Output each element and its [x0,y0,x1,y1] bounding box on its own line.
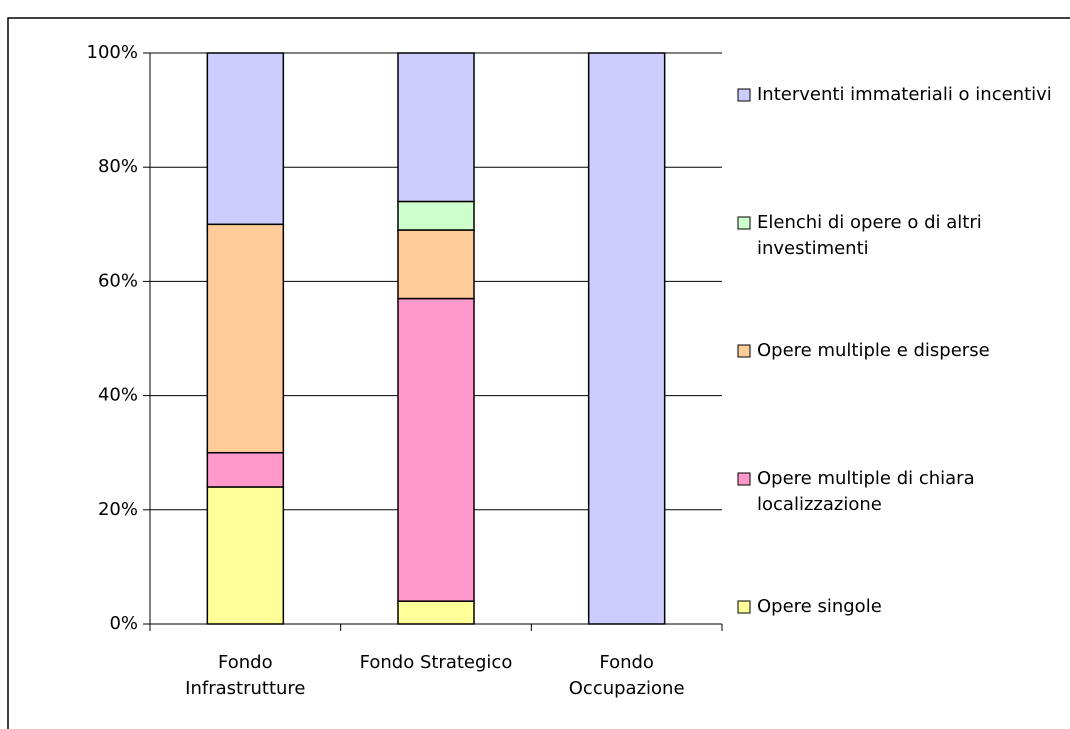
legend-swatch [737,216,751,230]
chart-frame [7,17,1070,729]
legend-swatch [737,472,751,486]
legend-swatch [737,88,751,102]
bar-segment [206,486,285,625]
legend-label: Opere multiple e disperse [757,340,990,361]
bar-segment [397,600,475,625]
y-tick-label: 80% [98,156,138,177]
y-tick-label: 100% [87,42,138,63]
bar-segment [397,52,475,203]
legend-label: Interventi immateriali o incentivi [757,84,1052,105]
bar-segment [397,229,475,300]
y-tick-label: 20% [98,499,138,520]
bar-segment [397,200,475,231]
x-tick-label: Fondo Strategico [359,652,513,673]
x-tick-label: Fondo Infrastrutture [185,652,306,699]
y-tick-label: 60% [98,270,138,291]
bar-segment [206,451,285,488]
y-tick-label: 0% [109,613,138,634]
legend-label: Opere multiple di chiara localizzazione [757,468,975,515]
x-tick-label: Fondo Occupazione [568,652,685,699]
bar-segment [587,52,666,625]
legend-swatch [737,600,751,614]
legend-label: Elenchi di opere o di altri investimenti [757,212,982,259]
y-tick-label: 40% [98,385,138,406]
legend-swatch [737,344,751,358]
bar-segment [397,297,475,602]
bar-segment [206,52,285,226]
bar-segment [206,223,285,454]
legend-label: Opere singole [757,596,882,617]
